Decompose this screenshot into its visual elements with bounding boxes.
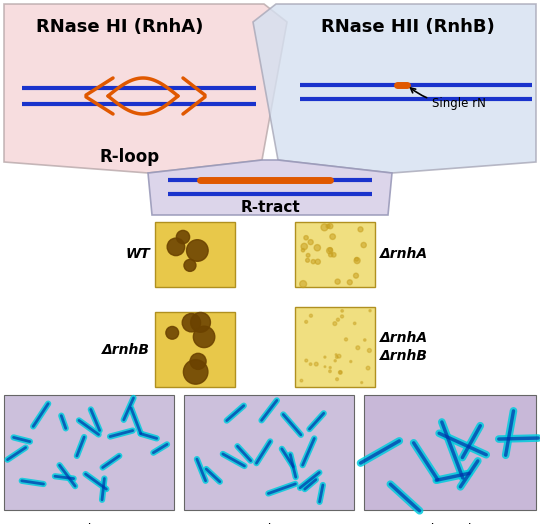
Text: ΔrnhA: ΔrnhA [380, 247, 428, 261]
Circle shape [334, 359, 336, 362]
Bar [364, 395, 536, 510]
Bar [295, 222, 375, 287]
Circle shape [361, 381, 363, 384]
Circle shape [339, 370, 342, 374]
Circle shape [355, 257, 359, 261]
Text: RNase HI (RnhA): RNase HI (RnhA) [36, 18, 204, 36]
Text: rnhA: rnhA [253, 523, 285, 524]
Bar [295, 307, 375, 387]
Circle shape [341, 315, 343, 318]
Circle shape [328, 224, 333, 229]
Circle shape [354, 273, 359, 278]
Circle shape [337, 354, 341, 358]
Circle shape [309, 363, 312, 365]
Circle shape [305, 320, 308, 323]
Circle shape [354, 258, 360, 264]
Circle shape [324, 366, 326, 367]
Circle shape [304, 236, 308, 240]
Circle shape [333, 322, 337, 325]
Circle shape [335, 356, 338, 358]
Polygon shape [4, 4, 287, 173]
Circle shape [190, 353, 206, 369]
Polygon shape [148, 160, 392, 215]
Circle shape [315, 259, 320, 264]
Circle shape [329, 366, 331, 368]
Circle shape [356, 346, 360, 350]
Circle shape [182, 313, 200, 332]
Circle shape [324, 356, 326, 358]
Circle shape [306, 254, 310, 257]
Circle shape [354, 322, 356, 325]
Text: ΔrnhB: ΔrnhB [102, 343, 150, 356]
Circle shape [309, 314, 313, 317]
Bar [155, 312, 235, 387]
Circle shape [166, 326, 179, 339]
Circle shape [314, 362, 318, 366]
Circle shape [191, 312, 211, 332]
Circle shape [301, 243, 307, 250]
Text: WT: WT [125, 247, 150, 261]
Circle shape [341, 310, 343, 312]
Circle shape [358, 227, 363, 232]
Circle shape [339, 371, 342, 374]
Circle shape [305, 359, 308, 362]
Text: rnhA rnhB: rnhA rnhB [415, 523, 485, 524]
Text: RNase HII (RnhB): RNase HII (RnhB) [321, 18, 495, 36]
Circle shape [350, 361, 352, 363]
Circle shape [314, 245, 320, 251]
Circle shape [301, 248, 305, 252]
Circle shape [308, 239, 313, 245]
Circle shape [369, 310, 371, 312]
Circle shape [336, 378, 339, 380]
Text: Single rN: Single rN [410, 88, 486, 110]
Circle shape [326, 224, 330, 228]
Circle shape [327, 248, 333, 254]
Circle shape [328, 253, 333, 257]
Bar [4, 395, 174, 510]
Circle shape [335, 279, 340, 284]
Circle shape [366, 366, 370, 370]
Circle shape [335, 354, 337, 355]
Circle shape [321, 224, 328, 231]
Circle shape [367, 348, 372, 353]
Circle shape [167, 238, 185, 256]
Bar [155, 222, 235, 287]
Circle shape [177, 231, 190, 244]
Circle shape [311, 259, 315, 264]
Circle shape [345, 338, 348, 341]
Circle shape [363, 339, 366, 341]
Circle shape [193, 326, 215, 347]
Circle shape [330, 234, 335, 239]
Circle shape [186, 239, 208, 261]
Text: rnhB: rnhB [72, 523, 105, 524]
Circle shape [300, 379, 303, 382]
Circle shape [361, 243, 366, 248]
Circle shape [332, 253, 336, 257]
Circle shape [184, 259, 196, 271]
Circle shape [347, 280, 352, 285]
Polygon shape [253, 4, 536, 173]
Circle shape [329, 370, 331, 373]
Circle shape [336, 318, 340, 321]
Text: R-loop: R-loop [100, 148, 160, 166]
Text: R-tract: R-tract [240, 200, 300, 215]
Circle shape [328, 247, 333, 252]
Text: ΔrnhA
ΔrnhB: ΔrnhA ΔrnhB [380, 331, 428, 363]
Bar [184, 395, 354, 510]
Circle shape [306, 258, 309, 262]
Circle shape [300, 280, 307, 288]
Circle shape [184, 359, 208, 384]
